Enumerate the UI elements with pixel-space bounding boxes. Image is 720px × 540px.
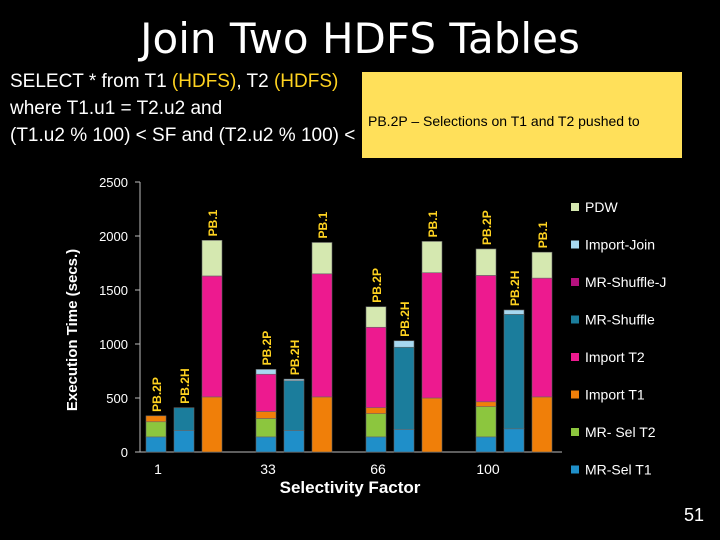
legend-label: MR-Sel T1 (585, 462, 652, 478)
bar-segment (393, 429, 415, 453)
bar-label: PB.1 (206, 209, 220, 236)
bar-segment (255, 436, 277, 453)
bar-segment (475, 406, 497, 438)
x-axis-title: Selectivity Factor (280, 478, 421, 497)
page-number: 51 (683, 505, 704, 525)
legend-swatch (571, 353, 579, 361)
bar-segment (421, 272, 443, 399)
bar-segment (255, 373, 277, 412)
execution-time-chart: 0 500 1000 1500 2000 2500 Execution Time (secs… (64, 175, 666, 497)
bar-segment (365, 306, 387, 328)
legend-label: Import-Join (585, 237, 655, 253)
y-tick-label: 1000 (99, 337, 128, 352)
callout-line: PB.2P – Selections on T1 and T2 pushed t… (368, 113, 640, 129)
query-line-3: (T1.u2 % 100) < SF and (T2.u2 % 100) < 1 (10, 125, 372, 146)
bar-segment (475, 436, 497, 453)
legend-label: MR-Shuffle (585, 312, 655, 328)
bar-segment (421, 397, 443, 453)
bar-label: PB.2P (150, 377, 164, 412)
bar-segment (531, 277, 553, 398)
bar-segment (201, 396, 223, 453)
x-tick-label: 1 (154, 461, 162, 477)
sql-query: SELECT * from T1 (HDFS), T2 (HDFS) where… (10, 68, 371, 149)
bar-label: PB.2H (288, 340, 302, 375)
bar-segment (145, 436, 167, 453)
bar-segment (311, 242, 333, 275)
bar-segment (255, 418, 277, 438)
y-tick-label: 2000 (99, 229, 128, 244)
legend-swatch (571, 278, 579, 286)
slide-title: Join Two HDFS Tables (140, 14, 580, 63)
bar-segment (311, 273, 333, 398)
bar-segment (365, 407, 387, 414)
bar-segment (365, 436, 387, 453)
bar-segment (475, 401, 497, 407)
legend-label: Import T1 (585, 387, 645, 403)
query-hdfs-tag: (HDFS) (273, 71, 339, 92)
legend-swatch (571, 465, 579, 474)
bar-segment (173, 430, 195, 453)
bar-segment (475, 248, 497, 276)
legend-swatch (571, 390, 579, 399)
bar-label: PB.2P (370, 268, 384, 303)
y-tick-label: 500 (106, 391, 128, 406)
legend-label: Import T2 (585, 349, 645, 365)
legend-label: MR-Shuffle-J (585, 274, 666, 290)
bar-segment (283, 378, 305, 382)
bar-label: PB.2P (260, 331, 274, 366)
bar-segment (255, 411, 277, 419)
legend-label: PDW (585, 199, 618, 215)
bar-label: PB.1 (426, 210, 440, 237)
bar-segment (393, 346, 415, 430)
query-text: , T2 (236, 71, 274, 92)
y-tick-label: 0 (121, 445, 128, 460)
x-tick-label: 100 (476, 461, 500, 477)
bar-segment (311, 396, 333, 453)
x-tick-label: 33 (260, 461, 276, 477)
bar-segment (531, 251, 553, 279)
bar-label: PB.2P (480, 210, 494, 245)
legend-label: MR- Sel T2 (585, 424, 656, 440)
bar-segment (201, 240, 223, 277)
bar-segment (283, 430, 305, 453)
bar-segment (503, 428, 525, 453)
callout-line: Hadoop. Join performed on PDW (368, 170, 637, 186)
query-line-2: where T1.u1 = T2.u2 and (10, 98, 223, 119)
bar-segment (201, 275, 223, 398)
y-axis-title: Execution Time (secs.) (64, 249, 81, 411)
bar-label: PB.2H (178, 368, 192, 403)
bar-segment (255, 369, 277, 375)
bar-segment (475, 275, 497, 403)
bar-label: PB.2H (398, 301, 412, 336)
callout-line: PB.1 – All operators on PDW (368, 227, 552, 243)
bar-segment (173, 407, 195, 431)
bar-label: PB.1 (316, 211, 330, 238)
bar-segment (531, 396, 553, 453)
query-hdfs-tag: (HDFS) (171, 71, 237, 92)
legend-swatch (571, 240, 579, 249)
bar-segment (421, 241, 443, 274)
bar-segment (283, 380, 305, 431)
bar-label: PB.1 (536, 221, 550, 248)
plan-legend-callout: PB.2P – Selections on T1 and T2 pushed t… (362, 72, 682, 300)
bar-segment (365, 413, 387, 438)
x-tick-label: 66 (370, 461, 386, 477)
legend-swatch (571, 315, 579, 324)
bar-segment (145, 415, 167, 423)
legend-swatch (571, 203, 579, 211)
legend-swatch (571, 428, 579, 436)
y-tick-label: 1500 (99, 283, 128, 298)
query-text: SELECT * from T1 (10, 71, 172, 92)
bar-label: PB.2H (508, 271, 522, 306)
y-tick-label: 2500 (99, 175, 128, 190)
bar-segment (503, 309, 525, 315)
bar-segment (393, 340, 415, 348)
query-line-1: SELECT * from T1 (HDFS), T2 (HDFS) (10, 68, 371, 95)
bar-segment (503, 314, 525, 430)
bar-segment (145, 421, 167, 438)
bar-segment (365, 326, 387, 409)
